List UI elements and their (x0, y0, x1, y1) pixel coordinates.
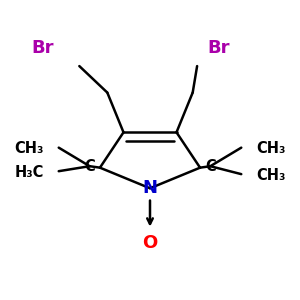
Text: CH₃: CH₃ (15, 141, 44, 156)
Text: Br: Br (207, 39, 230, 57)
Text: C: C (84, 159, 95, 174)
Text: Br: Br (32, 39, 54, 57)
Text: N: N (142, 179, 158, 197)
Text: C: C (205, 159, 216, 174)
Text: CH₃: CH₃ (256, 141, 285, 156)
Text: H₃C: H₃C (15, 165, 44, 180)
Text: CH₃: CH₃ (256, 167, 285, 182)
Text: O: O (142, 234, 158, 252)
